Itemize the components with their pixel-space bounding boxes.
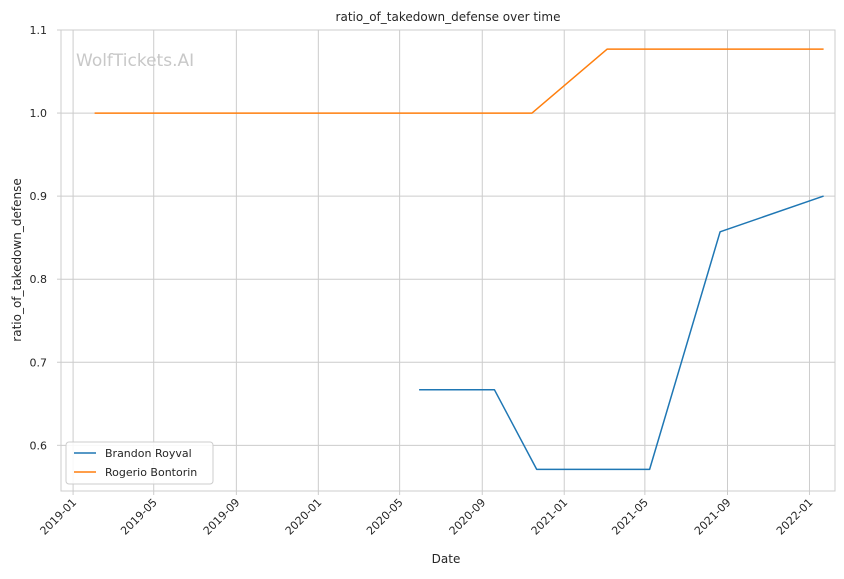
x-tick-label: 2019-09 [201, 496, 243, 538]
y-tick-label: 1.0 [30, 107, 48, 120]
x-tick-label: 2020-09 [447, 496, 489, 538]
y-axis-ticks: 0.6 0.7 0.8 0.9 1.0 1.1 [30, 24, 62, 452]
x-tick-label: 2021-05 [609, 496, 651, 538]
x-tick-label: 2021-01 [529, 496, 571, 538]
x-tick-label: 2019-05 [118, 496, 160, 538]
x-tick-label: 2020-05 [364, 496, 406, 538]
x-axis-title: Date [432, 552, 461, 566]
chart-title: ratio_of_takedown_defense over time [336, 10, 561, 24]
x-tick-label: 2022-01 [774, 496, 816, 538]
x-axis-ticks: 2019-01 2019-05 2019-09 2020-01 2020-05 2020-… [38, 491, 816, 538]
watermark: WolfTickets.AI [76, 51, 194, 71]
legend-label-rogerio-bontorin: Rogerio Bontorin [105, 466, 197, 479]
x-tick-label: 2021-09 [692, 496, 734, 538]
x-tick-label: 2020-01 [283, 496, 325, 538]
plot-area [61, 30, 835, 491]
legend: Brandon Royval Rogerio Bontorin [66, 442, 213, 484]
y-tick-label: 0.8 [30, 273, 48, 286]
x-tick-label: 2019-01 [38, 496, 80, 538]
y-tick-label: 0.7 [30, 356, 48, 369]
y-tick-label: 0.9 [30, 190, 48, 203]
y-axis-title: ratio_of_takedown_defense [10, 178, 24, 341]
y-tick-label: 0.6 [30, 439, 48, 452]
y-tick-label: 1.1 [30, 24, 48, 37]
legend-label-brandon-royval: Brandon Royval [105, 447, 192, 460]
